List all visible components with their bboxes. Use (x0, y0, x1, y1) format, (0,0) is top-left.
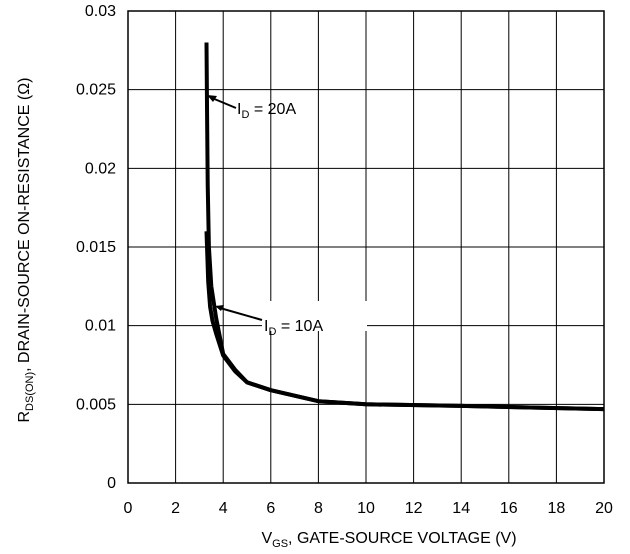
annotation-label: ID = 10A (264, 318, 323, 338)
x-tick-labels: 0 2 4 6 8 10 12 14 16 18 20 (124, 500, 613, 517)
plot-area-frame (127, 10, 605, 484)
y-tick-labels: 0 0.005 0.01 0.015 0.02 0.025 0.03 (76, 3, 116, 492)
x-axis-label: VGS, GATE-SOURCE VOLTAGE (V) (261, 530, 516, 550)
series-line-2 (204, 231, 605, 412)
annotations: ID = 20A ID = 10A (207, 95, 367, 338)
x-tick-label: 14 (452, 500, 470, 517)
annotation-2: ID = 10A (215, 301, 367, 338)
annotation-arrowhead (215, 305, 224, 311)
y-tick-label: 0.005 (76, 396, 116, 413)
x-tick-label: 4 (219, 500, 228, 517)
grid-lines (127, 10, 605, 484)
annotation-leader-line (219, 307, 263, 321)
x-tick-label: 18 (548, 500, 566, 517)
x-tick-label: 10 (357, 500, 375, 517)
series-line-1 (204, 42, 605, 412)
y-tick-label: 0.015 (76, 239, 116, 256)
x-tick-label: 12 (405, 500, 423, 517)
y-tick-label: 0 (107, 475, 116, 492)
y-axis-label: RDS(ON), DRAIN-SOURCE ON-RESISTANCE (Ω) (16, 77, 36, 422)
y-tick-label: 0.025 (76, 82, 116, 99)
plot-lines (204, 42, 605, 412)
annotation-label: ID = 20A (237, 101, 296, 121)
x-tick-label: 0 (124, 500, 133, 517)
x-tick-label: 16 (500, 500, 518, 517)
x-tick-label: 2 (171, 500, 180, 517)
y-tick-label: 0.02 (85, 160, 116, 177)
annotation-background (262, 301, 367, 331)
annotation-arrowhead (207, 95, 217, 102)
y-tick-label: 0.01 (85, 318, 116, 335)
annotation-1: ID = 20A (207, 95, 296, 121)
x-tick-label: 6 (266, 500, 275, 517)
x-tick-label: 8 (314, 500, 323, 517)
y-tick-label: 0.03 (85, 3, 116, 20)
annotation-leader-line (211, 97, 237, 109)
x-tick-label: 20 (595, 500, 613, 517)
